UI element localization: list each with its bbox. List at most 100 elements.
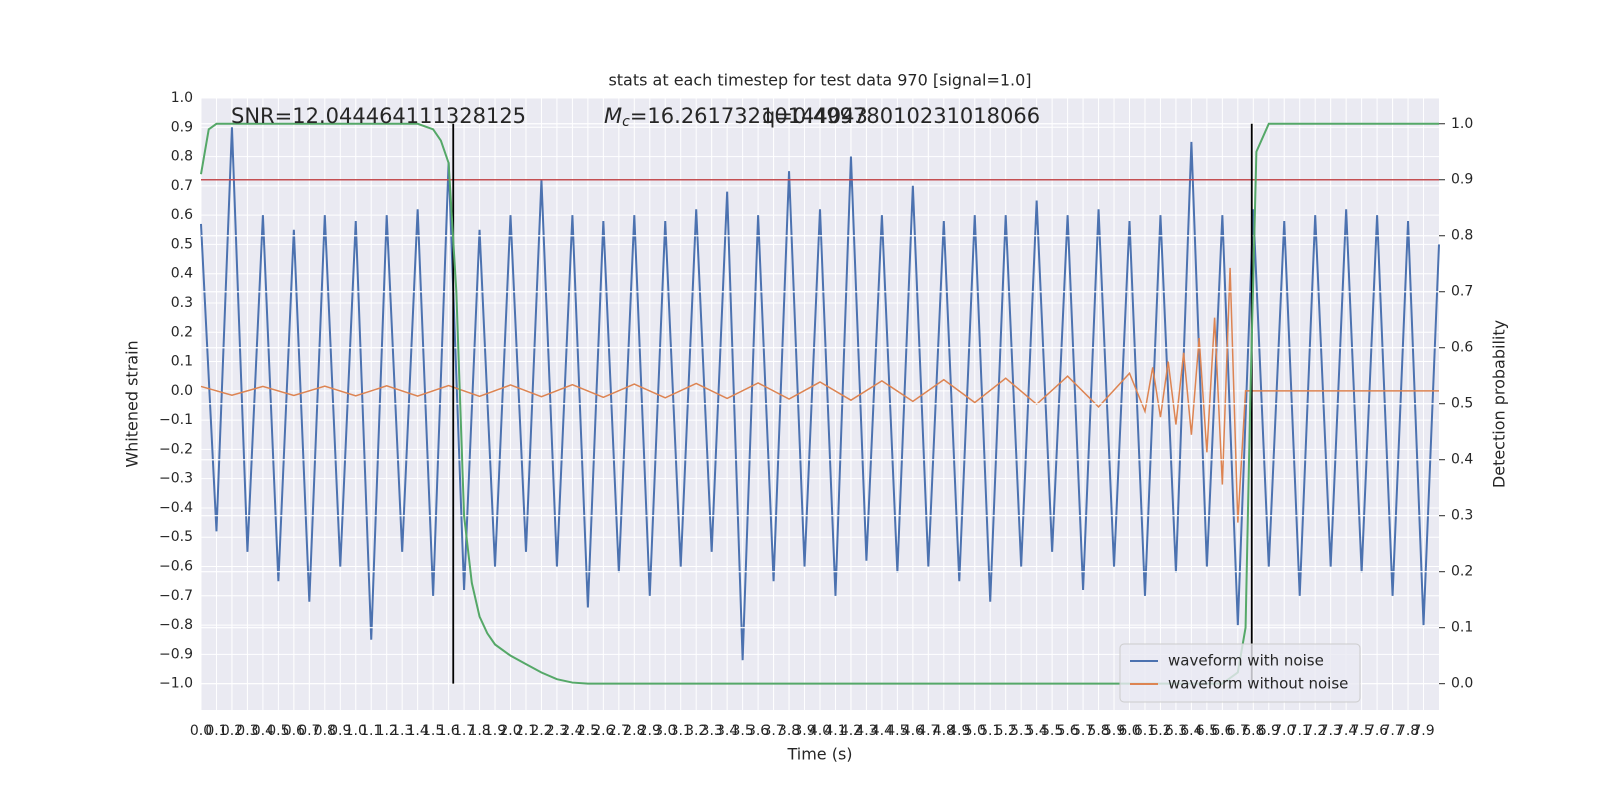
y-tick-label: −0.2 bbox=[159, 441, 193, 457]
x-tick-label: 1.3 bbox=[391, 723, 413, 739]
x-tick-label: 3.9 bbox=[793, 723, 815, 739]
x-tick-label: 4.2 bbox=[840, 723, 862, 739]
x-tick-label: 1.4 bbox=[407, 723, 429, 739]
annotation: q=0.49978010231018066 bbox=[762, 104, 1040, 128]
y-tick-label: 1.0 bbox=[171, 90, 193, 106]
y-tick-label: −0.9 bbox=[159, 646, 193, 662]
annotation-subscript: c bbox=[622, 114, 630, 130]
y-tick-label: −0.4 bbox=[159, 500, 193, 516]
y-tick-label: −0.1 bbox=[159, 412, 193, 428]
x-tick-label: 0.6 bbox=[283, 723, 305, 739]
annotation-text: =16.26173210144043 bbox=[630, 104, 868, 128]
series-line bbox=[200, 267, 1439, 523]
y2-tick-label: 1.0 bbox=[1451, 116, 1473, 132]
x-tick-label: 7.4 bbox=[1335, 723, 1357, 739]
x-tick-label: 5.4 bbox=[1026, 723, 1048, 739]
x-tick-label: 5.7 bbox=[1072, 723, 1094, 739]
x-tick-label: 4.5 bbox=[886, 723, 908, 739]
x-tick-label: 6.3 bbox=[1165, 723, 1187, 739]
x-tick-label: 2.6 bbox=[592, 723, 614, 739]
x-tick-label: 3.5 bbox=[731, 723, 753, 739]
annotation-symbol: M bbox=[604, 104, 622, 128]
x-tick-label: 5.8 bbox=[1087, 723, 1109, 739]
x-tick-label: 0.2 bbox=[221, 723, 243, 739]
x-tick-label: 6.4 bbox=[1180, 723, 1202, 739]
y-tick-label: 0.9 bbox=[171, 119, 193, 135]
x-tick-label: 1.1 bbox=[360, 723, 382, 739]
x-tick-label: 1.8 bbox=[468, 723, 490, 739]
x-tick-label: 3.7 bbox=[762, 723, 784, 739]
x-tick-label: 6.5 bbox=[1196, 723, 1218, 739]
legend-box bbox=[1119, 643, 1361, 703]
x-tick-label: 6.7 bbox=[1227, 723, 1249, 739]
legend-label: waveform with noise bbox=[1168, 652, 1324, 670]
chart-title: stats at each timestep for test data 970… bbox=[608, 71, 1031, 90]
x-tick-label: 0.3 bbox=[236, 723, 258, 739]
x-tick-label: 1.5 bbox=[422, 723, 444, 739]
y-tick-label: −0.6 bbox=[159, 559, 193, 575]
y-tick-label: 0.2 bbox=[171, 324, 193, 340]
y-tick-label: 0.7 bbox=[171, 178, 193, 194]
x-tick-label: 6.8 bbox=[1242, 723, 1264, 739]
x-tick-label: 2.5 bbox=[577, 723, 599, 739]
x-tick-label: 2.8 bbox=[623, 723, 645, 739]
x-tick-label: 6.2 bbox=[1149, 723, 1171, 739]
x-tick-label: 7.6 bbox=[1366, 723, 1388, 739]
y2-tick-label: 0.8 bbox=[1451, 228, 1473, 244]
x-tick-label: 2.7 bbox=[608, 723, 630, 739]
y-tick-label: 0.0 bbox=[171, 383, 193, 399]
x-tick-label: 0.4 bbox=[252, 723, 274, 739]
y-tick-label: 0.6 bbox=[171, 207, 193, 223]
x-tick-label: 3.6 bbox=[747, 723, 769, 739]
x-tick-label: 3.2 bbox=[685, 723, 707, 739]
x-tick-label: 3.3 bbox=[701, 723, 723, 739]
x-tick-label: 7.5 bbox=[1350, 723, 1372, 739]
y2-tick-label: 0.4 bbox=[1451, 452, 1473, 468]
annotation-text: SNR=12.044464111328125 bbox=[231, 104, 526, 128]
x-tick-label: 0.5 bbox=[267, 723, 289, 739]
x-axis-label: Time (s) bbox=[786, 745, 852, 764]
x-tick-label: 7.7 bbox=[1381, 723, 1403, 739]
x-tick-label: 3.8 bbox=[778, 723, 800, 739]
x-tick-label: 5.9 bbox=[1103, 723, 1125, 739]
x-tick-label: 0.8 bbox=[314, 723, 336, 739]
annotation: SNR=12.044464111328125 bbox=[231, 104, 526, 128]
x-tick-label: 1.9 bbox=[484, 723, 506, 739]
x-tick-label: 5.6 bbox=[1056, 723, 1078, 739]
x-tick-label: 2.2 bbox=[530, 723, 552, 739]
x-tick-label: 4.6 bbox=[902, 723, 924, 739]
x-tick-label: 3.0 bbox=[654, 723, 676, 739]
x-tick-label: 5.5 bbox=[1041, 723, 1063, 739]
x-tick-label: 4.9 bbox=[948, 723, 970, 739]
annotation-text: q=0.49978010231018066 bbox=[762, 104, 1040, 128]
x-tick-label: 2.3 bbox=[546, 723, 568, 739]
y2-tick-label: 0.2 bbox=[1451, 564, 1473, 580]
x-tick-label: 7.0 bbox=[1273, 723, 1295, 739]
x-tick-label: 0.1 bbox=[205, 723, 227, 739]
x-tick-label: 2.4 bbox=[561, 723, 583, 739]
y2-tick-label: 0.3 bbox=[1451, 508, 1473, 524]
y-axis-label: Whitened strain bbox=[123, 340, 142, 467]
x-tick-label: 7.3 bbox=[1320, 723, 1342, 739]
x-tick-label: 5.3 bbox=[1010, 723, 1032, 739]
x-tick-label: 2.9 bbox=[639, 723, 661, 739]
y-tick-label: 0.1 bbox=[171, 354, 193, 370]
y2-tick-label: 0.9 bbox=[1451, 172, 1473, 188]
x-tick-label: 1.7 bbox=[453, 723, 475, 739]
y2-tick-label: 0.7 bbox=[1451, 284, 1473, 300]
x-tick-label: 4.4 bbox=[871, 723, 893, 739]
x-tick-label: 4.1 bbox=[824, 723, 846, 739]
x-tick-label: 7.2 bbox=[1304, 723, 1326, 739]
x-tick-label: 6.6 bbox=[1211, 723, 1233, 739]
y-tick-label: 0.3 bbox=[171, 295, 193, 311]
x-tick-label: 1.6 bbox=[437, 723, 459, 739]
y-tick-label: −0.7 bbox=[159, 588, 193, 604]
series-line bbox=[200, 127, 1440, 661]
x-tick-label: 0.9 bbox=[329, 723, 351, 739]
x-tick-label: 5.1 bbox=[979, 723, 1001, 739]
x-tick-label: 7.9 bbox=[1412, 723, 1434, 739]
x-tick-label: 0.7 bbox=[298, 723, 320, 739]
legend-label: waveform without noise bbox=[1168, 675, 1348, 693]
